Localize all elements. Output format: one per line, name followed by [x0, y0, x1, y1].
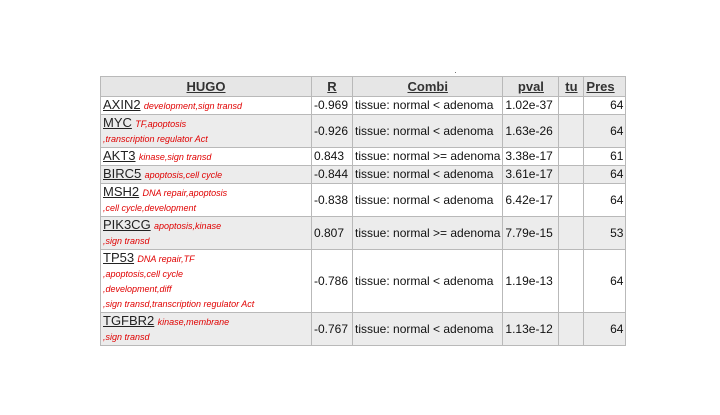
- pval-cell: 3.61e-17: [502, 165, 560, 184]
- pres-cell: 64: [583, 114, 627, 148]
- pval-cell: 1.19e-13: [502, 249, 560, 313]
- pval-cell: 6.42e-17: [502, 183, 560, 217]
- combi-cell: tissue: normal < adenoma: [351, 183, 504, 217]
- table-row: MYC TF,apoptosis ,transcription regulator…: [100, 114, 627, 148]
- r-value-cell: 0.807: [311, 216, 353, 250]
- column-header-r[interactable]: R: [311, 76, 353, 97]
- pres-cell: 53: [583, 216, 627, 250]
- tu-cell: [558, 114, 585, 148]
- table-row: AXIN2 development,sign transd -0.969 tissu…: [100, 96, 627, 115]
- table-header-row: HUGO R Combi pval tu Pres: [100, 76, 627, 97]
- gene-annotation: ,transcription regulator Act: [103, 134, 208, 144]
- tu-cell: [558, 249, 585, 313]
- combi-cell: tissue: normal >= adenoma: [351, 147, 504, 166]
- gene-table: HUGO R Combi pval tu Pres AXIN2 developm…: [100, 76, 627, 346]
- gene-annotation: development,sign transd: [143, 101, 242, 111]
- table-row: TGFBR2 kinase,membrane ,sign transd -0.767…: [100, 312, 627, 346]
- gene-symbol-link[interactable]: TP53: [103, 250, 135, 265]
- pval-cell: 1.63e-26: [502, 114, 560, 148]
- gene-annotation: apoptosis,kinase: [154, 221, 222, 231]
- r-value-cell: -0.838: [311, 183, 353, 217]
- gene-annotation: DNA repair,TF: [137, 254, 195, 264]
- column-header-tu[interactable]: tu: [558, 76, 585, 97]
- combi-cell: tissue: normal < adenoma: [351, 249, 504, 313]
- pval-cell: 7.79e-15: [502, 216, 560, 250]
- gene-symbol-link[interactable]: AKT3: [103, 148, 136, 163]
- table-row: AKT3 kinase,sign transd 0.843 tissue: norm…: [100, 147, 627, 166]
- combi-cell: tissue: normal < adenoma: [351, 165, 504, 184]
- combi-cell: tissue: normal < adenoma: [351, 312, 504, 346]
- tu-cell: [558, 96, 585, 115]
- gene-annotation: ,development,diff: [103, 284, 172, 294]
- gene-annotation: kinase,sign transd: [138, 152, 212, 162]
- gene-cell: TP53 DNA repair,TF ,apoptosis,cell cycle,…: [100, 249, 312, 313]
- r-value-cell: -0.926: [311, 114, 353, 148]
- gene-annotation: DNA repair,apoptosis: [142, 188, 228, 198]
- gene-annotation: TF,apoptosis: [135, 119, 187, 129]
- r-value-cell: -0.786: [311, 249, 353, 313]
- gene-symbol-link[interactable]: MYC: [103, 115, 132, 130]
- combi-cell: tissue: normal < adenoma: [351, 114, 504, 148]
- pval-cell: 1.02e-37: [502, 96, 560, 115]
- gene-annotation: ,sign transd: [103, 236, 150, 246]
- gene-table-container: HUGO R Combi pval tu Pres AXIN2 developm…: [100, 76, 627, 346]
- gene-annotation: ,cell cycle,development: [103, 203, 197, 213]
- gene-cell: TGFBR2 kinase,membrane ,sign transd: [100, 312, 312, 346]
- r-value-cell: 0.843: [311, 147, 353, 166]
- pval-cell: 1.13e-12: [502, 312, 560, 346]
- gene-annotation: ,sign transd: [103, 332, 150, 342]
- column-header-hugo[interactable]: HUGO: [100, 76, 312, 97]
- pres-cell: 64: [583, 96, 627, 115]
- pres-cell: 64: [583, 249, 627, 313]
- tu-cell: [558, 183, 585, 217]
- r-value-cell: -0.844: [311, 165, 353, 184]
- column-header-combi[interactable]: Combi: [351, 76, 504, 97]
- gene-annotation: apoptosis,cell cycle: [144, 170, 223, 180]
- gene-symbol-link[interactable]: TGFBR2: [103, 313, 155, 328]
- table-row: MSH2 DNA repair,apoptosis ,cell cycle,dev…: [100, 183, 627, 217]
- gene-symbol-link[interactable]: MSH2: [103, 184, 140, 199]
- gene-annotation: ,sign transd,transcription regulator Act: [103, 299, 255, 309]
- gene-symbol-link[interactable]: AXIN2: [103, 97, 141, 112]
- gene-cell: AKT3 kinase,sign transd: [100, 147, 312, 166]
- gene-symbol-link[interactable]: BIRC5: [103, 166, 142, 181]
- tu-cell: [558, 216, 585, 250]
- combi-cell: tissue: normal >= adenoma: [351, 216, 504, 250]
- gene-cell: PIK3CG apoptosis,kinase ,sign transd: [100, 216, 312, 250]
- pres-cell: 64: [583, 312, 627, 346]
- combi-cell: tissue: normal < adenoma: [351, 96, 504, 115]
- r-value-cell: -0.969: [311, 96, 353, 115]
- pval-cell: 3.38e-17: [502, 147, 560, 166]
- gene-cell: MSH2 DNA repair,apoptosis ,cell cycle,dev…: [100, 183, 312, 217]
- column-header-pval[interactable]: pval: [502, 76, 560, 97]
- column-header-pres[interactable]: Pres: [583, 76, 627, 97]
- tu-cell: [558, 165, 585, 184]
- pres-cell: 64: [583, 165, 627, 184]
- gene-cell: BIRC5 apoptosis,cell cycle: [100, 165, 312, 184]
- tu-cell: [558, 147, 585, 166]
- gene-cell: AXIN2 development,sign transd: [100, 96, 312, 115]
- table-row: TP53 DNA repair,TF ,apoptosis,cell cycle,…: [100, 249, 627, 313]
- gene-symbol-link[interactable]: PIK3CG: [103, 217, 151, 232]
- table-row: PIK3CG apoptosis,kinase ,sign transd 0.807…: [100, 216, 627, 250]
- table-body: AXIN2 development,sign transd -0.969 tissu…: [100, 96, 627, 346]
- gene-annotation: kinase,membrane: [157, 317, 230, 327]
- pres-cell: 61: [583, 147, 627, 166]
- pres-cell: 64: [583, 183, 627, 217]
- gene-cell: MYC TF,apoptosis ,transcription regulator…: [100, 114, 312, 148]
- table-row: BIRC5 apoptosis,cell cycle -0.844 tissue: …: [100, 165, 627, 184]
- tu-cell: [558, 312, 585, 346]
- gene-annotation: ,apoptosis,cell cycle: [103, 269, 184, 279]
- r-value-cell: -0.767: [311, 312, 353, 346]
- stray-dot: [455, 72, 456, 73]
